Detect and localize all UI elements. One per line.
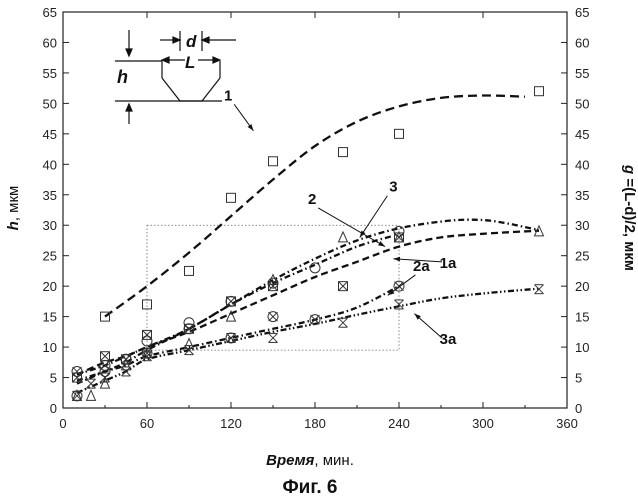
data-point-circle-x [72,366,82,376]
y-tick-label-right: 0 [575,401,582,416]
y-tick-label-left: 10 [43,340,57,355]
data-point-square [535,87,544,96]
data-point-square-x [339,282,348,291]
y-tick-label-right: 35 [575,188,589,203]
y-ticks-right: 0 5 10 15 20 25 30 35 40 45 50 55 60 65 [561,5,589,416]
y-tick-label-right: 30 [575,218,589,233]
data-point-star [535,285,544,294]
data-point-circle-x [184,324,194,334]
data-point-circle [184,318,194,328]
x-tick-label: 240 [388,416,410,431]
y-tick-label-left: 50 [43,96,57,111]
axes [63,12,567,408]
y-tick-label-left: 25 [43,249,57,264]
inset-diagram [115,30,236,124]
y-tick-label-left: 65 [43,5,57,20]
x-tick-label: 300 [472,416,494,431]
arrow-head [393,257,400,262]
x-tick-label: 360 [556,416,578,431]
y-tick-label-right: 45 [575,127,589,142]
x-tick-label: 60 [140,416,154,431]
y-tick-label-right: 50 [575,96,589,111]
y-tick-label-left: 35 [43,188,57,203]
x-axis-label-rest: , мин. [314,452,353,469]
plot-frame [63,12,567,408]
arrow-head [360,231,366,238]
fit-curve-6 [77,289,539,393]
data-point-star [269,333,278,342]
y-tick-label-left: 40 [43,157,57,172]
data-point-circle [310,263,320,273]
x-tick-label: 120 [220,416,242,431]
y-tick-label-left: 20 [43,279,57,294]
data-point-square [185,266,194,275]
left-y-axis-label-italic: h [5,221,22,230]
y-tick-label-left: 30 [43,218,57,233]
y-tick-label-right: 65 [575,5,589,20]
curve-label-1: 1 [224,87,232,104]
data-point-circle-x [100,360,110,370]
y-tick-label-right: 40 [575,157,589,172]
figure-caption: Фиг. 6 [282,477,337,498]
y-tick-label-left: 5 [50,371,57,386]
left-y-axis-label-rest: , мкм [5,186,22,222]
inset-label-d: d [186,32,197,51]
y-tick-label-right: 5 [575,371,582,386]
y-tick-label-left: 0 [50,401,57,416]
y-ticks-left: 0 5 10 15 20 25 30 35 40 45 50 55 60 65 [43,5,69,416]
y-tick-label-left: 15 [43,310,57,325]
curve-label-3a: 3a [440,331,457,348]
y-tick-label-left: 45 [43,127,57,142]
data-point-square [143,300,152,309]
right-y-axis-label-italic: g [621,164,638,174]
arrow-head [378,241,385,246]
data-point-star [101,373,110,382]
curve-label-2a: 2a [413,258,430,275]
inset-label-h: h [117,67,128,87]
curve-labels: 1 2 3 1a 2a 3a [224,87,457,348]
y-tick-label-right: 55 [575,66,589,81]
curve-label-3: 3 [389,179,397,196]
data-point-star [87,379,96,388]
y-tick-label-right: 20 [575,279,589,294]
data-point-square [227,193,236,202]
curve-label-2: 2 [308,191,316,208]
arrow-head [248,124,254,131]
y-tick-label-left: 60 [43,35,57,50]
y-tick-label-left: 55 [43,66,57,81]
y-tick-label-right: 10 [575,340,589,355]
y-tick-label-right: 15 [575,310,589,325]
fit-curve-3 [77,220,539,384]
x-tick-label: 0 [59,416,66,431]
data-point-star [339,318,348,327]
y-tick-label-right: 60 [575,35,589,50]
left-y-axis-label: h, мкм [5,186,22,231]
data-point-square-x [101,352,110,361]
y-tick-label-right: 25 [575,249,589,264]
data-point-star [122,367,131,376]
right-y-axis-label: g =(L-d)/2, мкм [621,164,638,271]
x-tick-label: 180 [304,416,326,431]
data-point-square [339,148,348,157]
x-axis-label: Время, мин. [266,452,354,469]
data-point-triangle [87,390,96,400]
data-point-star [395,300,404,309]
right-y-axis-label-rest: =(L-d)/2, мкм [621,174,638,271]
data-point-square [269,157,278,166]
inset-label-L: L [185,53,195,72]
data-point-square [395,129,404,138]
data-point-circle-x [268,312,278,322]
curve-label-1a: 1a [440,255,457,272]
x-axis-label-italic: Время [266,452,314,469]
data-point-triangle [339,232,348,242]
